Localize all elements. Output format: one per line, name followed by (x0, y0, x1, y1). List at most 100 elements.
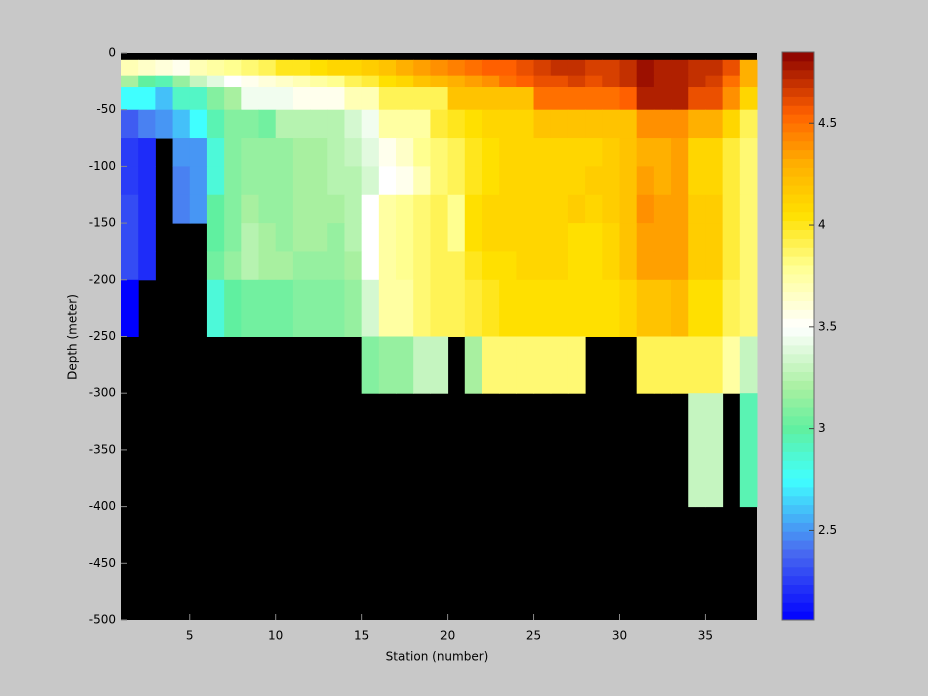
heat-cell (688, 109, 706, 139)
colorbar-step (782, 167, 814, 177)
heat-cell (688, 59, 706, 77)
heat-cell (378, 59, 397, 77)
heat-cell (671, 251, 689, 281)
heat-cell (138, 59, 156, 77)
heat-cell (567, 75, 586, 88)
heat-cell (671, 109, 689, 139)
heat-cell (396, 109, 414, 139)
heat-cell (705, 87, 724, 111)
heat-cell (396, 59, 414, 77)
heat-cell (602, 75, 620, 88)
heat-cell (258, 75, 277, 88)
colorbar-step (782, 149, 814, 159)
colorbar-step (782, 611, 814, 621)
colorbar-step (782, 344, 814, 355)
heat-cell (275, 138, 294, 167)
heat-cell (567, 336, 586, 394)
heat-cell (361, 279, 380, 337)
heat-cell (189, 166, 208, 196)
heat-cell (292, 194, 311, 224)
heat-cell (653, 109, 672, 139)
x-tick-label: 5 (186, 629, 194, 643)
heat-cell (533, 59, 552, 77)
heat-cell (344, 166, 363, 196)
heat-cell (550, 251, 569, 281)
heat-cell (499, 336, 517, 394)
heat-cell (636, 251, 655, 281)
colorbar-step (782, 442, 814, 452)
colorbar-step (782, 371, 814, 381)
heat-cell (688, 194, 706, 224)
colorbar-step (782, 185, 814, 195)
heat-cell (121, 194, 139, 224)
heat-cell (292, 87, 311, 111)
heat-cell (619, 59, 638, 77)
heat-cell (516, 75, 535, 88)
heat-cell (619, 166, 638, 196)
heat-cell (430, 75, 449, 88)
colorbar-step (782, 407, 814, 417)
heat-cell (138, 251, 156, 281)
heat-cell (327, 109, 345, 139)
heat-cell (413, 138, 431, 167)
heat-cell (619, 87, 638, 111)
heat-cell (705, 138, 724, 167)
heat-cell (636, 194, 655, 224)
heat-cell (121, 251, 139, 281)
y-tick-label: -250 (89, 329, 116, 343)
heat-cell (430, 336, 449, 394)
heat-cell (241, 251, 260, 281)
heat-cell (533, 336, 552, 394)
y-axis-label: Depth (meter) (66, 294, 80, 380)
heat-cell (499, 109, 517, 139)
heat-cell (327, 138, 345, 167)
heat-cell (275, 75, 294, 88)
heat-cell (653, 223, 672, 252)
colorbar-step (782, 584, 814, 594)
heat-cell (688, 166, 706, 196)
heat-cell (224, 166, 242, 196)
heat-cell (310, 166, 328, 196)
heat-cell (705, 194, 724, 224)
heat-cell (722, 166, 741, 196)
heat-cell (550, 87, 569, 111)
heat-cell (585, 109, 603, 139)
heat-cell (705, 109, 724, 139)
heat-cell (619, 194, 638, 224)
heat-cell (602, 279, 620, 337)
heat-cell (310, 194, 328, 224)
heat-cell (550, 223, 569, 252)
heat-cell (533, 109, 552, 139)
colorbar-step (782, 557, 814, 568)
heat-cell (430, 223, 449, 252)
heat-cell (481, 223, 500, 252)
heat-cell (653, 59, 672, 77)
heat-cell (722, 75, 741, 88)
heat-cell (464, 138, 483, 167)
heat-cell (327, 223, 345, 252)
colorbar-step (782, 229, 814, 239)
heat-cell (516, 109, 535, 139)
colorbar-step (782, 318, 814, 328)
heat-cell (705, 166, 724, 196)
heat-cell (189, 109, 208, 139)
heat-cell (138, 109, 156, 139)
heat-cell (361, 87, 380, 111)
heat-cell (739, 59, 758, 77)
heat-cell (447, 59, 466, 77)
colorbar-step (782, 194, 814, 204)
heat-cell (481, 279, 500, 337)
heat-cell (533, 87, 552, 111)
heat-cell (189, 138, 208, 167)
heat-cell (499, 87, 517, 111)
y-tick-label: 0 (108, 46, 116, 60)
x-tick-label: 35 (698, 629, 713, 643)
heat-cell (585, 251, 603, 281)
heat-cell (739, 194, 758, 224)
heat-cell (481, 166, 500, 196)
heat-cell (241, 59, 260, 77)
heat-cell (688, 223, 706, 252)
heat-cell (138, 75, 156, 88)
heat-cell (688, 393, 706, 508)
heat-cell (327, 59, 345, 77)
